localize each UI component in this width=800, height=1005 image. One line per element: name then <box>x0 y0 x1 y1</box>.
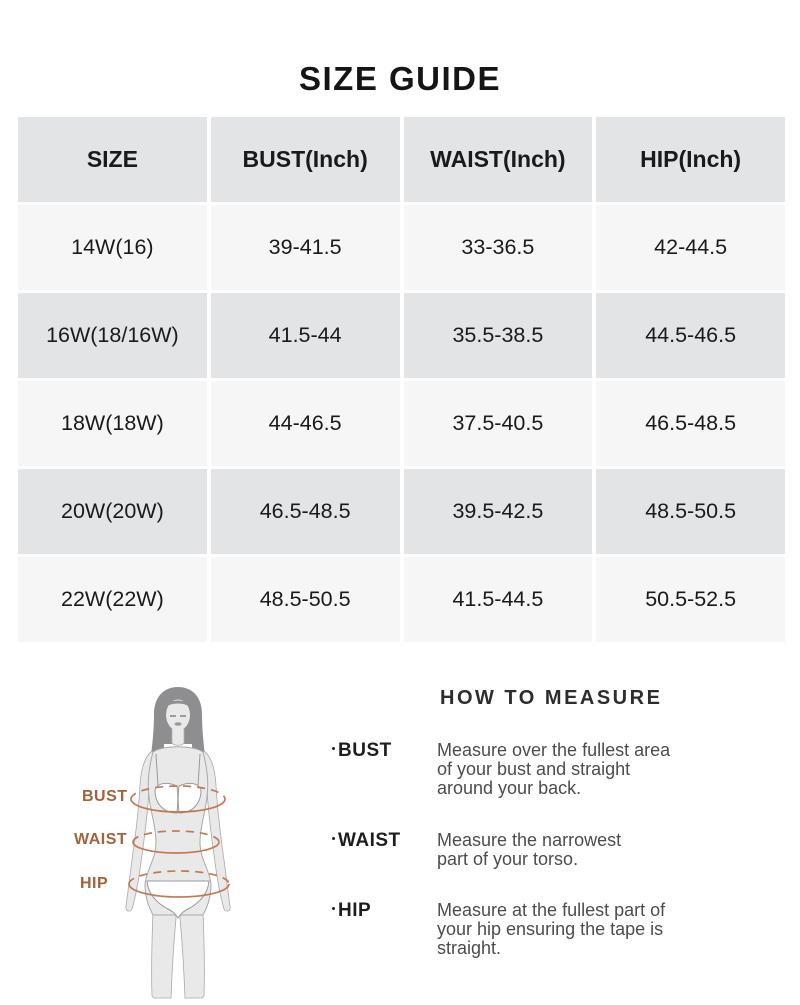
measure-item-label: HIP <box>332 901 437 920</box>
figure-hip-label: HIP <box>80 875 109 892</box>
table-header-bust: BUST(Inch) <box>210 117 400 202</box>
female-body-illustration <box>125 687 231 999</box>
measure-item-hip: HIP Measure at the fullest part of your … <box>332 901 722 958</box>
table-cell: 48.5-50.5 <box>210 557 400 642</box>
table-header-hip: HIP(Inch) <box>596 117 785 202</box>
table-cell: 44.5-46.5 <box>596 293 785 378</box>
measure-item-text: Measure over the fullest area of your bu… <box>437 740 671 798</box>
table-cell: 46.5-48.5 <box>210 469 400 554</box>
table-cell: 22W(22W) <box>18 557 207 642</box>
table-cell: 41.5-44 <box>210 293 400 378</box>
size-guide-table: SIZE BUST(Inch) WAIST(Inch) HIP(Inch) 14… <box>18 117 785 642</box>
measure-item-label-text: BUST <box>338 740 392 761</box>
measure-item-label-text: HIP <box>338 900 372 921</box>
table-cell: 42-44.5 <box>596 205 785 290</box>
table-cell: 14W(16) <box>18 205 207 290</box>
table-cell: 18W(18W) <box>18 381 207 466</box>
table-cell: 44-46.5 <box>210 381 400 466</box>
bullet-icon <box>332 907 335 910</box>
measure-item-label: BUST <box>332 741 437 760</box>
measure-item-label-text: WAIST <box>338 830 401 851</box>
bullet-icon <box>332 747 335 750</box>
measure-item-text: Measure at the fullest part of your hip … <box>437 900 666 958</box>
measurement-figure: BUST WAIST HIP <box>60 682 330 1000</box>
measure-item-bust: BUST Measure over the fullest area of yo… <box>332 741 722 798</box>
figure-bust-label: BUST <box>82 788 128 805</box>
table-header-waist: WAIST(Inch) <box>403 117 593 202</box>
table-cell: 46.5-48.5 <box>596 381 785 466</box>
measure-item-waist: WAIST Measure the narrowest part of your… <box>332 831 722 869</box>
table-cell: 39-41.5 <box>210 205 400 290</box>
table-cell: 50.5-52.5 <box>596 557 785 642</box>
table-cell: 41.5-44.5 <box>403 557 593 642</box>
table-header-size: SIZE <box>18 117 207 202</box>
table-cell: 33-36.5 <box>403 205 593 290</box>
measure-item-label: WAIST <box>332 831 437 850</box>
how-to-measure-heading: HOW TO MEASURE <box>440 687 663 709</box>
table-cell: 39.5-42.5 <box>403 469 593 554</box>
page-title: SIZE GUIDE <box>298 60 502 97</box>
table-cell: 35.5-38.5 <box>403 293 593 378</box>
table-cell: 16W(18/16W) <box>18 293 207 378</box>
measure-item-text: Measure the narrowest part of your torso… <box>437 830 622 869</box>
table-cell: 48.5-50.5 <box>596 469 785 554</box>
table-cell: 20W(20W) <box>18 469 207 554</box>
table-cell: 37.5-40.5 <box>403 381 593 466</box>
bullet-icon <box>332 837 335 840</box>
figure-waist-label: WAIST <box>74 831 128 848</box>
